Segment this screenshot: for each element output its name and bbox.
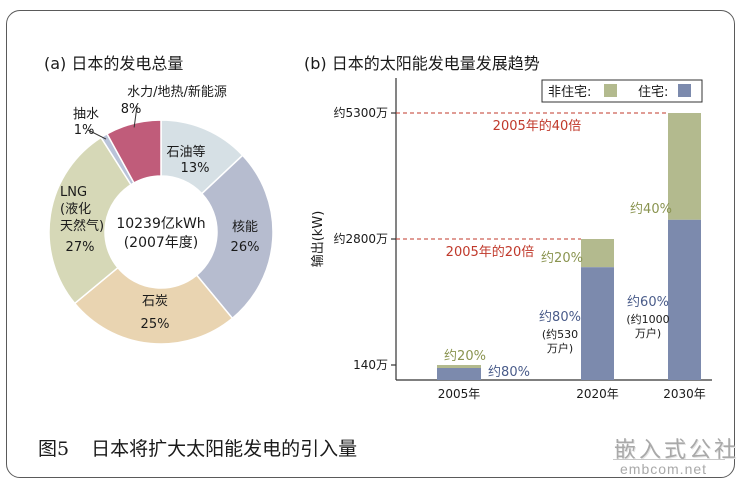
- bar-residential-households-line: 万户): [635, 326, 661, 340]
- reference-label-line: 2005年的40倍: [493, 118, 582, 134]
- bar-non-residential-value-line: 约20%: [444, 349, 486, 364]
- bar-non-residential-value: 约40%: [630, 202, 672, 217]
- donut-slice-value-line: 27%: [66, 240, 95, 255]
- donut-slice-value-line: 8%: [121, 102, 142, 117]
- donut-slice: [106, 119, 162, 184]
- x-tick-label: 2020年: [576, 387, 619, 401]
- y-axis-label: 输出(kW): [310, 211, 326, 268]
- x-tick-label-line: 2030年: [663, 387, 706, 401]
- y-tick-label: 约2800万: [333, 231, 388, 246]
- donut-slice-label-line: (液化: [60, 202, 91, 217]
- figure-frame: [6, 10, 735, 478]
- donut-slice-label-line: LNG: [60, 185, 87, 200]
- bar-residential: [581, 267, 614, 380]
- y-tick-label-line: 140万: [353, 358, 388, 372]
- bar-non-residential-value-line: 约40%: [630, 202, 672, 217]
- bar-residential-value-line: 约80%: [539, 310, 581, 325]
- donut-slice-label: 抽水: [73, 107, 99, 122]
- donut-slice-label-line: 天然气): [60, 218, 104, 234]
- figure-caption-text: 日本将扩大太阳能发电的引入量: [91, 438, 358, 460]
- donut-slice-value-line: 26%: [231, 240, 260, 255]
- donut-slice-label-line: 石油等: [166, 144, 205, 160]
- bar-residential-households-line: 万户): [547, 341, 573, 355]
- legend-box: [541, 79, 703, 103]
- donut-leader-line: [133, 105, 138, 128]
- bar-non-residential-value-line: 约20%: [541, 251, 583, 266]
- donut-slice-label: 水力/地热/新能源: [127, 84, 227, 100]
- bar-non-residential: [581, 239, 614, 268]
- donut-slice-value: 8%: [121, 102, 142, 117]
- y-tick-label-line: 约2800万: [333, 231, 388, 246]
- donut-slice-label-line: 水力/地热/新能源: [127, 84, 227, 100]
- donut-title: (a) 日本的发电总量: [44, 54, 184, 73]
- reference-label: 2005年的40倍: [493, 118, 582, 134]
- donut-slice-label: 核能: [232, 220, 258, 235]
- x-tick-label-line: 2020年: [576, 387, 619, 401]
- donut-slice-label-line: 抽水: [73, 107, 99, 122]
- bar-residential-value: 约60%: [627, 295, 669, 310]
- donut-leader-line: [87, 129, 107, 140]
- reference-label: 2005年的20倍: [446, 244, 535, 260]
- donut-slice-value-line: 13%: [181, 161, 210, 176]
- donut-slice: [73, 266, 234, 345]
- x-tick-label: 2030年: [663, 387, 706, 401]
- bar-non-residential: [437, 365, 481, 368]
- figure-caption: 图5 日本将扩大太阳能发电的引入量: [38, 434, 357, 461]
- legend-label-line: 住宅:: [638, 85, 668, 100]
- watermark-chinese: 嵌入式公社: [614, 438, 740, 463]
- donut-slice-value: 27%: [66, 240, 95, 255]
- bar-non-residential: [668, 113, 701, 220]
- watermark-divider: [613, 459, 725, 460]
- legend-label: 住宅:: [638, 85, 668, 100]
- bar-residential-households-line: (约530: [542, 328, 578, 341]
- x-tick-label-line: 2005年: [438, 387, 481, 401]
- donut-slice-label-line: 核能: [232, 220, 258, 235]
- donut-slice-label: LNG (液化天然气): [60, 185, 104, 234]
- donut-slice-label: 石油等: [166, 144, 205, 160]
- bar-residential: [437, 368, 481, 380]
- bar-residential-value-line: 约60%: [627, 295, 669, 310]
- y-tick-label: 约5300万: [333, 105, 388, 120]
- donut-slice-label: 石炭: [142, 294, 168, 309]
- legend-swatch-non-residential: [604, 84, 617, 97]
- y-tick-label-line: 约5300万: [333, 105, 388, 120]
- donut-slice-value: 26%: [231, 240, 260, 255]
- x-tick-label: 2005年: [438, 387, 481, 401]
- bar-residential-value-line: 约80%: [488, 365, 530, 380]
- figure-number: 图5: [38, 438, 70, 460]
- donut-slice-value: 25%: [141, 317, 170, 332]
- bar-chart-title: (b) 日本的太阳能发电量发展趋势: [304, 54, 540, 73]
- donut-center-label-line: 10239亿kWh: [116, 216, 205, 232]
- bar-residential: [668, 219, 701, 380]
- donut-slice: [48, 136, 133, 305]
- bar-non-residential-value: 约20%: [541, 251, 583, 266]
- donut-slice-value: 1%: [74, 123, 95, 138]
- donut-slice-value: 13%: [181, 161, 210, 176]
- bar-residential-value: 约80%: [488, 365, 530, 380]
- bar-residential-households-line: (约1000: [626, 313, 669, 326]
- donut-center-label-line: (2007年度): [124, 235, 199, 251]
- legend-label: 非住宅:: [548, 85, 591, 100]
- reference-label-line: 2005年的20倍: [446, 244, 535, 260]
- donut-slice-value-line: 1%: [74, 123, 95, 138]
- donut-slice: [195, 154, 274, 320]
- donut-slice-value-line: 25%: [141, 317, 170, 332]
- bar-non-residential-value: 约20%: [444, 349, 486, 364]
- donut-center-label: 10239亿kWh (2007年度): [116, 216, 205, 251]
- y-tick-label: 140万: [353, 358, 388, 372]
- bar-residential-households: (约530 万户): [542, 328, 578, 355]
- bar-residential-value: 约80%: [539, 310, 581, 325]
- legend-label-line: 非住宅:: [548, 85, 591, 100]
- bar-residential-households: (约1000 万户): [626, 313, 669, 340]
- legend-swatch-residential: [678, 84, 691, 97]
- donut-slice-label-line: 石炭: [142, 294, 168, 309]
- watermark-url: embcom.net: [620, 461, 708, 477]
